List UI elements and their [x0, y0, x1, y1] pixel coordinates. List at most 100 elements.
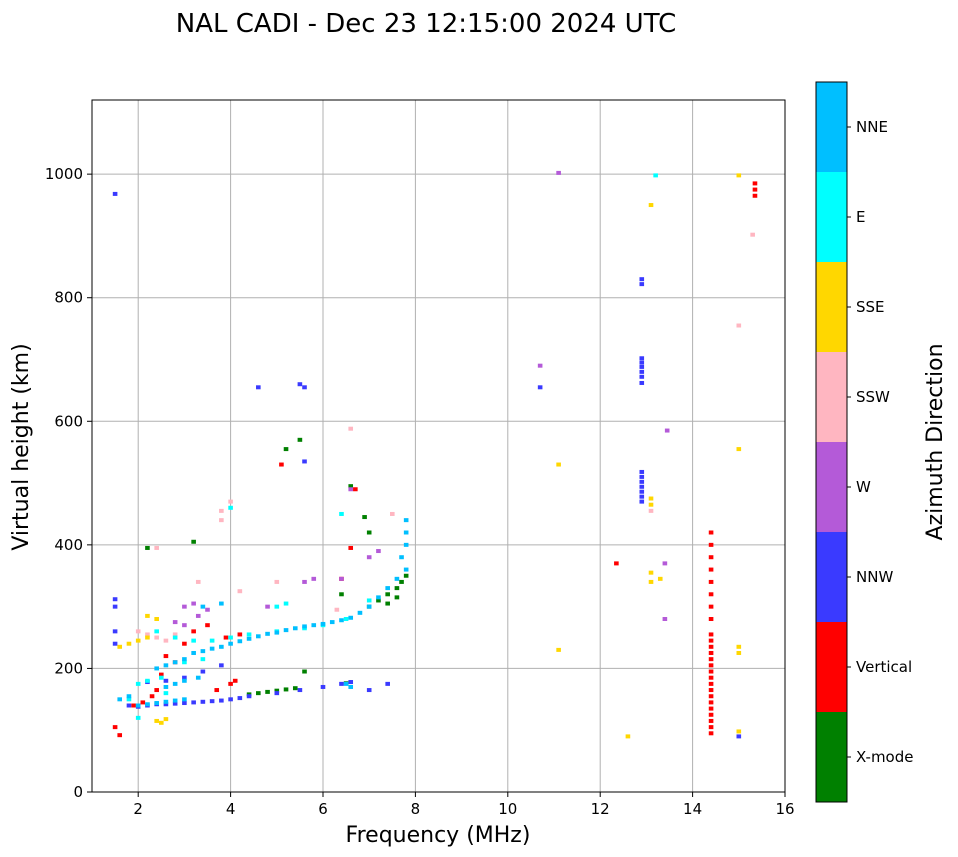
echo-point-vertical [752, 193, 758, 198]
echo-point-e [228, 505, 233, 510]
echo-point-sse [135, 638, 141, 643]
colorbar-swatch-vertical [816, 622, 847, 712]
echo-point-e [126, 697, 132, 702]
echo-point-w [662, 561, 668, 566]
echo-point-nnw [112, 191, 118, 196]
echo-point-nne [246, 636, 252, 641]
colorbar-frame [815, 81, 848, 803]
echo-point-ssw [154, 635, 159, 640]
echo-point-e [228, 635, 233, 640]
echo-point-sse [648, 579, 654, 584]
echo-point-nnw [736, 734, 742, 739]
colorbar-label: E [856, 208, 865, 226]
colorbar-label: NNW [856, 568, 893, 586]
echo-point-nnw [219, 663, 224, 668]
colorbar-label: NNE [856, 118, 888, 136]
echo-point-nnw [639, 474, 645, 479]
echo-point-sse [648, 203, 654, 208]
echo-point-x-mode [385, 601, 390, 606]
echo-point-nnw [639, 360, 645, 365]
echo-point-e [154, 629, 159, 634]
echo-point-nne [320, 621, 326, 626]
echo-point-vertical [708, 718, 714, 723]
echo-point-ssw [334, 607, 340, 612]
echo-point-e [191, 638, 196, 643]
echo-point-sse [736, 650, 742, 655]
echo-point-nne [274, 630, 280, 635]
echo-point-x-mode [297, 437, 303, 442]
echo-point-x-mode [274, 688, 280, 693]
echo-point-sse [657, 576, 663, 581]
echo-point-w [376, 549, 381, 554]
echo-point-x-mode [394, 586, 400, 591]
echo-point-ssw [648, 508, 654, 513]
echo-point-sse [126, 641, 132, 646]
colorbar-swatch-x-mode [816, 712, 847, 802]
echo-point-ssw [228, 499, 233, 504]
echo-point-vertical [708, 567, 714, 572]
echo-point-vertical [708, 669, 714, 674]
echo-point-nne [283, 628, 289, 633]
x-tick-label: 4 [226, 800, 236, 818]
echo-point-vertical [708, 675, 714, 680]
echo-point-x-mode [348, 484, 354, 489]
echo-point-nnw [112, 597, 118, 602]
echo-point-vertical [708, 681, 714, 686]
echo-point-w [172, 620, 178, 625]
echo-point-vertical [117, 733, 123, 738]
echo-point-nne [385, 586, 390, 591]
echo-point-ssw [219, 508, 224, 513]
echo-point-w [302, 579, 307, 584]
echo-point-e [283, 601, 289, 606]
y-tick-label: 800 [54, 289, 83, 307]
echo-point-sse [163, 717, 169, 722]
y-tick-label: 1000 [45, 165, 83, 183]
echo-point-x-mode [385, 592, 390, 597]
echo-point-vertical [708, 638, 714, 643]
echo-point-vertical [237, 632, 243, 637]
echo-point-vertical [205, 623, 210, 628]
echo-point-nnw [246, 694, 252, 699]
echo-point-vertical [708, 731, 714, 736]
echo-point-x-mode [283, 687, 289, 692]
echo-point-nne [329, 620, 335, 625]
echo-point-vertical [131, 703, 136, 708]
echo-point-nnw [639, 489, 645, 494]
echo-point-vertical [752, 187, 758, 192]
colorbar-title: Azimuth Direction [923, 343, 948, 540]
echo-point-nne [182, 657, 187, 662]
echo-point-sse [154, 718, 159, 723]
x-axis-label: Frequency (MHz) [346, 823, 531, 848]
echo-point-nne [403, 518, 409, 523]
echo-point-w [182, 623, 187, 628]
echo-point-nne [117, 697, 123, 702]
echo-point-nnw [256, 385, 261, 390]
y-tick-label: 0 [73, 783, 83, 801]
echo-point-vertical [708, 530, 714, 535]
colorbar-label: Vertical [856, 658, 912, 676]
echo-point-nnw [200, 669, 206, 674]
echo-point-sse [736, 173, 742, 178]
echo-point-sse [648, 570, 654, 575]
echo-point-sse [625, 734, 631, 739]
x-tick-label: 10 [498, 800, 517, 818]
x-tick-label: 14 [683, 800, 702, 818]
echo-point-x-mode [145, 545, 150, 550]
echo-point-vertical [182, 641, 187, 646]
colorbar-label: X-mode [856, 748, 913, 766]
echo-point-sse [648, 496, 654, 501]
echo-point-vertical [708, 592, 714, 597]
echo-point-nnw [639, 282, 645, 287]
echo-point-nnw [163, 702, 169, 707]
echo-point-nnw [297, 382, 303, 387]
echo-point-nnw [639, 369, 645, 374]
echo-point-vertical [140, 700, 146, 705]
echo-point-w [191, 601, 196, 606]
echo-point-nne [237, 639, 243, 644]
echo-point-vertical [708, 657, 714, 662]
echo-point-nne [357, 610, 363, 615]
echo-point-ssw [135, 629, 141, 634]
echo-point-x-mode [265, 689, 270, 694]
echo-point-vertical [708, 604, 714, 609]
chart-title: NAL CADI - Dec 23 12:15:00 2024 UTC [176, 9, 676, 39]
